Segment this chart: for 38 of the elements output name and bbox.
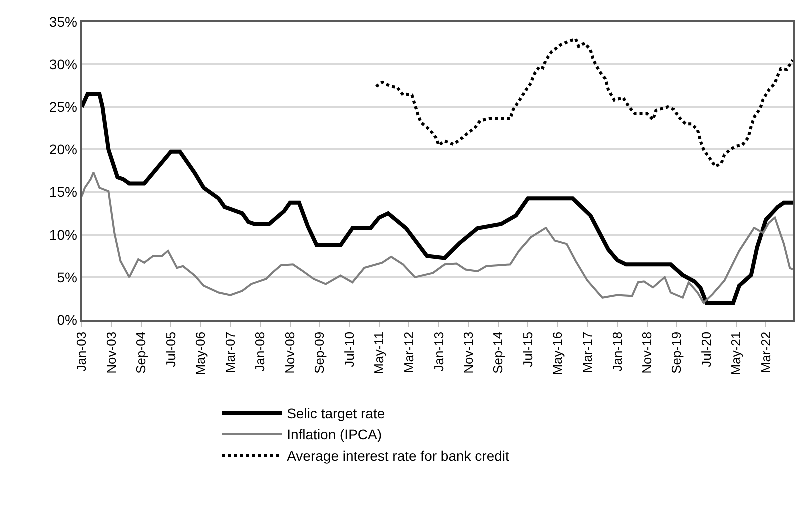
y-tick-label: 30%	[49, 56, 78, 72]
x-tick-label: Jul-05	[163, 332, 178, 368]
x-tick-label: Sep-04	[134, 332, 149, 374]
legend-label: Selic target rate	[287, 406, 386, 422]
x-tick-label: Jan-18	[610, 332, 625, 372]
y-tick-label: 5%	[57, 269, 78, 286]
x-tick-label: Nov-13	[461, 332, 476, 374]
legend-label: Average interest rate for bank credit	[287, 448, 510, 464]
x-tick-label: Mar-07	[222, 332, 238, 374]
x-tick-label: Jan-13	[431, 332, 446, 372]
line-series	[82, 172, 793, 304]
x-tick-label: Sep-09	[312, 332, 328, 374]
line-series	[374, 38, 793, 168]
y-tick-label: 20%	[49, 142, 78, 158]
x-tick-label: Mar-12	[401, 332, 416, 374]
x-tick-label: Nov-03	[104, 332, 119, 374]
x-tick-label: Nov-08	[282, 332, 298, 374]
x-tick-label: Jan-08	[252, 332, 268, 372]
y-tick-label: 15%	[49, 184, 78, 200]
x-tick-label: May-16	[550, 332, 566, 376]
x-tick-label: Sep-19	[669, 332, 684, 374]
legend-label: Inflation (IPCA)	[287, 426, 382, 443]
x-tick-label: May-21	[728, 332, 744, 376]
x-tick-label: Jul-20	[698, 332, 714, 368]
y-tick-label: 25%	[49, 99, 78, 116]
x-tick-label: Mar-22	[758, 332, 774, 374]
x-tick-label: Mar-17	[580, 332, 595, 374]
x-tick-label: Jan-03	[74, 332, 90, 372]
x-tick-label: Jul-15	[520, 332, 536, 368]
y-tick-label: 0%	[57, 312, 78, 328]
x-tick-label: Sep-14	[490, 332, 506, 374]
x-tick-label: May-06	[193, 332, 208, 376]
x-tick-label: Nov-18	[639, 332, 654, 374]
y-tick-label: 10%	[49, 226, 78, 243]
x-tick-label: May-11	[372, 332, 387, 374]
line-series	[82, 92, 793, 305]
y-tick-label: 35%	[49, 14, 78, 30]
x-tick-label: Jul-10	[342, 332, 357, 368]
